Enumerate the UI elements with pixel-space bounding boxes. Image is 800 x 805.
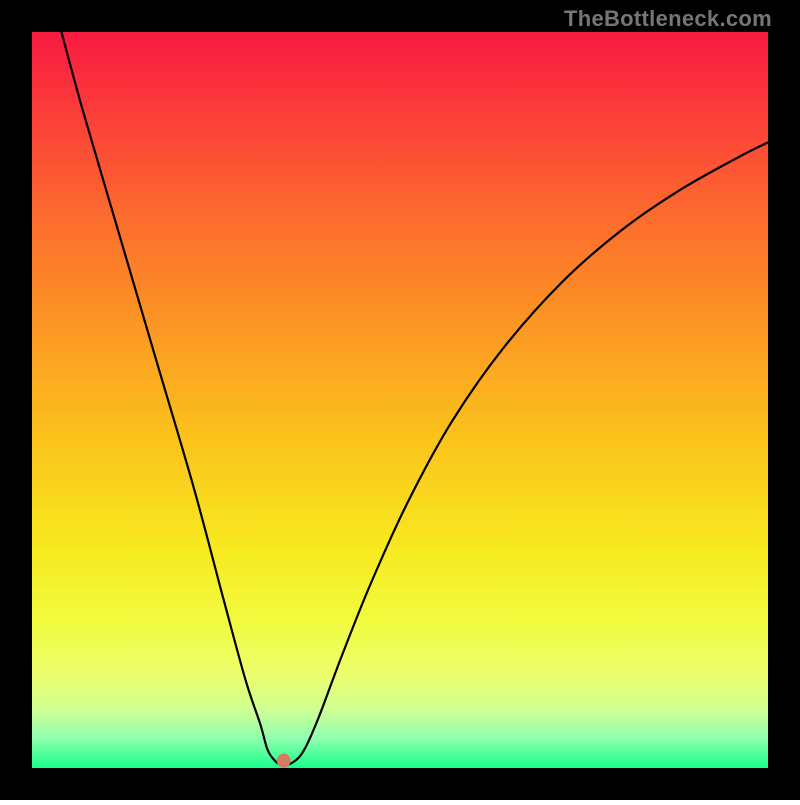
chart-svg (0, 0, 800, 800)
watermark-label: TheBottleneck.com (564, 6, 772, 32)
min-marker-dot (277, 754, 291, 768)
bottleneck-chart: TheBottleneck.com (0, 0, 800, 800)
plot-gradient-area (32, 32, 768, 768)
